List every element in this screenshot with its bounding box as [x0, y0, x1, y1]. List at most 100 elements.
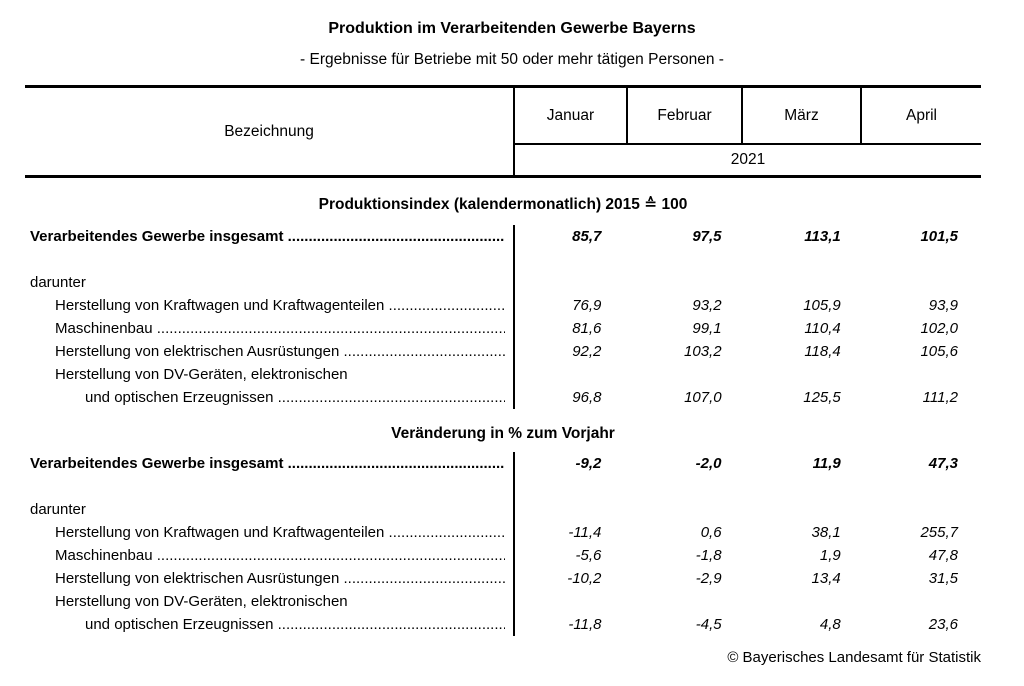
value-cell: 4,8 — [819, 616, 841, 633]
value-cell: 96,8 — [572, 389, 602, 406]
value-cell: 85,7 — [572, 228, 602, 245]
value-cell: 92,2 — [572, 343, 602, 360]
value-cell: -11,4 — [568, 524, 602, 541]
value-cell — [868, 590, 981, 613]
value-cell — [868, 498, 981, 521]
page-title: Produktion im Verarbeitenden Gewerbe Bay… — [328, 20, 696, 37]
row-label: Verarbeitendes Gewerbe insgesamt .......… — [25, 452, 505, 476]
row-label: Herstellung von elektrischen Ausrüstunge… — [25, 567, 505, 590]
row-label: Verarbeitendes Gewerbe insgesamt .......… — [25, 225, 505, 249]
table-row: darunter — [25, 498, 981, 521]
value-cell: 255,7 — [920, 524, 958, 541]
section-rows: Verarbeitendes Gewerbe insgesamt .......… — [25, 452, 981, 636]
dot-leader: ........................................… — [343, 343, 506, 360]
dot-leader: ........................................… — [343, 570, 506, 587]
value-cell: 38,1 — [811, 524, 841, 541]
value-cell — [623, 363, 739, 386]
value-cell: -5,6 — [575, 547, 602, 564]
value-cell: 23,6 — [928, 616, 958, 633]
value-cell: 13,4 — [811, 570, 841, 587]
value-cell: -1,8 — [695, 547, 722, 564]
page-subtitle: - Ergebnisse für Betriebe mit 50 oder me… — [300, 51, 724, 68]
value-cell: 11,9 — [812, 455, 841, 472]
value-cell — [868, 271, 981, 294]
value-cell: 47,8 — [928, 547, 958, 564]
value-cell: 99,1 — [692, 320, 722, 337]
table-row: und optischen Erzeugnissen .............… — [25, 386, 981, 409]
table-header: Bezeichnung Januar Februar März April 20… — [25, 85, 981, 178]
table-row: Herstellung von elektrischen Ausrüstunge… — [25, 567, 981, 590]
section-heading: Produktionsindex (kalendermonatlich) 201… — [318, 196, 688, 213]
value-cell: 81,6 — [572, 320, 602, 337]
section-heading: Veränderung in % zum Vorjahr — [391, 425, 615, 442]
table-row: Maschinenbau ...........................… — [25, 544, 981, 567]
value-cell: 97,5 — [692, 228, 722, 245]
value-cell: 125,5 — [803, 389, 841, 406]
value-cell — [509, 590, 619, 613]
value-cell — [509, 363, 619, 386]
table-row: Herstellung von Kraftwagen und Kraftwage… — [25, 294, 981, 317]
row-label: Maschinenbau ...........................… — [25, 544, 505, 567]
table-row: und optischen Erzeugnissen .............… — [25, 613, 981, 636]
value-cell — [744, 590, 864, 613]
value-cell: 1,9 — [819, 547, 841, 564]
dot-leader: ........................................… — [277, 389, 506, 406]
value-cell: -9,2 — [575, 455, 602, 472]
value-cell: 93,2 — [692, 297, 722, 314]
dot-leader: ........................................… — [287, 455, 506, 472]
dot-leader: ........................................… — [156, 547, 505, 564]
column-header-april: April — [905, 106, 937, 124]
value-cell: -2,9 — [695, 570, 722, 587]
section-produktionsindex: Produktionsindex (kalendermonatlich) 201… — [25, 194, 981, 409]
table-row: Herstellung von DV-Geräten, elektronisch… — [25, 590, 981, 613]
row-label: Herstellung von Kraftwagen und Kraftwage… — [25, 521, 505, 544]
year-header: 2021 — [730, 151, 766, 168]
value-cell: 102,0 — [920, 320, 958, 337]
row-label: darunter — [30, 274, 86, 291]
table-row: Verarbeitendes Gewerbe insgesamt .......… — [25, 452, 981, 476]
table-row: Herstellung von elektrischen Ausrüstunge… — [25, 340, 981, 363]
value-cell — [744, 498, 864, 521]
value-cell: 105,9 — [803, 297, 841, 314]
value-cell: 0,6 — [700, 524, 722, 541]
row-label: Herstellung von elektrischen Ausrüstunge… — [25, 340, 505, 363]
row-label: Herstellung von Kraftwagen und Kraftwage… — [25, 294, 505, 317]
row-label: darunter — [30, 501, 86, 518]
dot-leader: ........................................… — [388, 524, 506, 541]
table-row: Herstellung von Kraftwagen und Kraftwage… — [25, 521, 981, 544]
table-row: Verarbeitendes Gewerbe insgesamt .......… — [25, 225, 981, 249]
row-label: und optischen Erzeugnissen .............… — [25, 386, 505, 409]
value-cell — [509, 498, 619, 521]
table-row: Maschinenbau ...........................… — [25, 317, 981, 340]
value-cell: 110,4 — [804, 320, 841, 337]
value-cell: 47,3 — [928, 455, 958, 472]
table-row: Herstellung von DV-Geräten, elektronisch… — [25, 363, 981, 386]
dot-leader: ........................................… — [388, 297, 506, 314]
month-columns-header: Januar Februar März April 2021 — [513, 88, 981, 175]
column-header-januar: Januar — [515, 88, 628, 143]
table-row: darunter — [25, 271, 981, 294]
column-header-bezeichnung: Bezeichnung — [224, 122, 314, 140]
column-header-maerz: März — [743, 88, 862, 143]
dot-leader: ........................................… — [277, 616, 506, 633]
value-cell: 118,4 — [804, 343, 841, 360]
row-label: Maschinenbau ...........................… — [25, 317, 505, 340]
value-cell: -10,2 — [567, 570, 602, 587]
value-cell: 111,2 — [922, 389, 958, 406]
value-cell: 107,0 — [684, 389, 722, 406]
copyright-note: © Bayerisches Landesamt für Statistik — [727, 649, 981, 666]
value-cell: -2,0 — [695, 455, 722, 472]
value-cell — [623, 271, 739, 294]
value-cell: 93,9 — [928, 297, 958, 314]
section-rows: Verarbeitendes Gewerbe insgesamt .......… — [25, 225, 981, 409]
value-cell: 101,5 — [920, 228, 958, 245]
row-label: Herstellung von DV-Geräten, elektronisch… — [55, 366, 348, 383]
column-header-februar: Februar — [628, 88, 743, 143]
value-cell — [509, 271, 619, 294]
value-cell: 113,1 — [804, 228, 841, 245]
dot-leader: ........................................… — [156, 320, 505, 337]
section-veraenderung: Veränderung in % zum Vorjahr Verarbeiten… — [25, 423, 981, 636]
value-cell: 105,6 — [920, 343, 958, 360]
value-cell: 103,2 — [684, 343, 722, 360]
